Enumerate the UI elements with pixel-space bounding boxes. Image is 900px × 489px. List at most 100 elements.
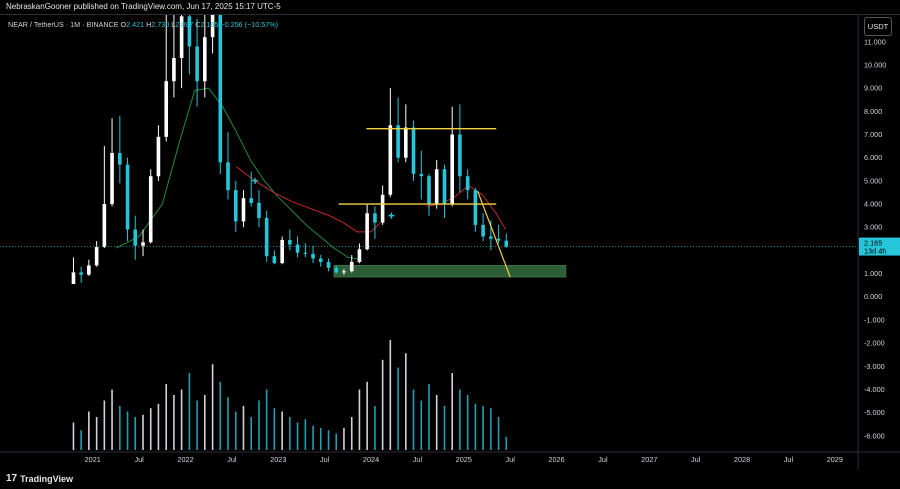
tradingview-mark-icon: 17 xyxy=(6,473,18,484)
candle-body xyxy=(342,271,346,273)
candle-body xyxy=(210,15,215,38)
moving-average-recent xyxy=(426,184,506,230)
candle-body xyxy=(172,58,176,82)
candle-body xyxy=(442,169,447,205)
candle-body xyxy=(110,153,114,205)
change-value: −0.256 (−10.57%) xyxy=(220,20,279,29)
candle-body xyxy=(388,125,393,195)
candle-body xyxy=(79,272,83,275)
high-value: 2.730 xyxy=(151,20,170,29)
price-tag-value: 2.165 xyxy=(864,239,882,248)
candle-body xyxy=(326,261,331,268)
candle-body xyxy=(481,224,485,237)
candle-body xyxy=(257,202,261,218)
volume-bar xyxy=(296,422,299,450)
candle-body xyxy=(156,136,161,177)
volume-bar xyxy=(281,411,283,450)
volume-bar xyxy=(80,430,82,450)
volume-bar xyxy=(180,389,183,450)
x-tick-label: 2025 xyxy=(456,455,472,464)
volume-bar xyxy=(443,406,446,450)
volume-bar xyxy=(451,373,453,450)
volume-bar xyxy=(350,417,353,450)
candle-body xyxy=(311,253,315,259)
y-tick-label: 4.000 xyxy=(864,200,882,209)
volume-bar xyxy=(273,408,276,450)
volume-bar xyxy=(459,389,461,450)
candle-body xyxy=(288,239,292,245)
candle-body xyxy=(218,15,223,163)
candle-body xyxy=(241,198,246,222)
volume-bar xyxy=(319,428,322,450)
x-tick-label: 2027 xyxy=(641,455,657,464)
volume-bar xyxy=(88,411,90,450)
volume-bar xyxy=(134,417,137,450)
y-tick-label: 10.000 xyxy=(864,60,886,69)
candle-body xyxy=(249,198,253,203)
volume-bar xyxy=(126,411,129,450)
y-tick-label: 11.000 xyxy=(864,37,886,46)
volume-bar xyxy=(389,340,392,450)
price-tag-countdown: 13d 4h xyxy=(864,247,886,256)
candle-body xyxy=(458,134,462,177)
y-tick-label: -4.000 xyxy=(864,385,885,394)
x-tick-label: 2023 xyxy=(270,455,286,464)
x-tick-label: Jul xyxy=(227,455,237,464)
y-tick-label: -2.000 xyxy=(864,339,885,348)
volume-bar xyxy=(327,430,330,450)
moving-average-green xyxy=(115,87,362,261)
volume-bar xyxy=(412,389,415,450)
x-tick-label: Jul xyxy=(320,455,330,464)
candle-body xyxy=(148,176,153,243)
x-tick-label: 2022 xyxy=(177,455,193,464)
volume-bar xyxy=(142,414,144,450)
cross-marker xyxy=(388,212,395,219)
candle-body xyxy=(179,16,184,59)
candle-body xyxy=(373,213,377,223)
y-tick-label: 5.000 xyxy=(864,176,882,185)
currency-button[interactable]: USDT xyxy=(864,17,892,36)
candle-body xyxy=(349,261,354,272)
candle-body xyxy=(496,238,501,241)
x-tick-label: Jul xyxy=(598,455,608,464)
volume-bar xyxy=(474,403,477,450)
volume-bar xyxy=(103,400,106,450)
candle-body xyxy=(133,229,138,246)
candle-body xyxy=(427,176,431,205)
candle-body xyxy=(187,16,192,47)
volume-bar xyxy=(497,417,500,450)
candle-body xyxy=(280,239,284,264)
tradingview-logo[interactable]: 17 TradingView xyxy=(6,473,73,484)
volume-bar xyxy=(289,417,291,450)
x-tick-label: Jul xyxy=(505,455,515,464)
volume-bar xyxy=(234,411,237,450)
candle-body xyxy=(203,37,207,82)
y-tick-label: -3.000 xyxy=(864,362,885,371)
candle-body xyxy=(272,256,277,264)
volume-bar xyxy=(381,359,384,450)
volume-bar xyxy=(188,373,191,450)
candle-body xyxy=(164,81,169,137)
y-tick-label: -6.000 xyxy=(864,431,885,440)
low-value: 2.097 xyxy=(175,20,194,29)
candle-body xyxy=(71,272,76,284)
price-tag xyxy=(859,237,900,256)
x-tick-label: Jul xyxy=(691,455,701,464)
symbol-legend[interactable]: NEAR / TetherUS · 1M · BINANCE O2.421 H2… xyxy=(8,20,278,29)
y-tick-label: -1.000 xyxy=(864,315,885,324)
close-label: C xyxy=(195,20,201,29)
candle-body xyxy=(233,190,238,222)
volume-bar xyxy=(157,403,160,450)
volume-bar xyxy=(211,364,214,450)
volume-bar xyxy=(335,433,338,450)
candle-body xyxy=(396,125,400,158)
candle-body xyxy=(334,267,339,273)
symbol-name: NEAR / TetherUS · 1M · BINANCE xyxy=(8,20,119,29)
open-label: O xyxy=(120,20,127,29)
volume-bar xyxy=(428,384,430,450)
y-tick-label: 8.000 xyxy=(864,107,882,116)
close-value: 2.165 xyxy=(200,20,219,29)
candle-body xyxy=(380,194,385,223)
volume-bar xyxy=(165,384,168,450)
